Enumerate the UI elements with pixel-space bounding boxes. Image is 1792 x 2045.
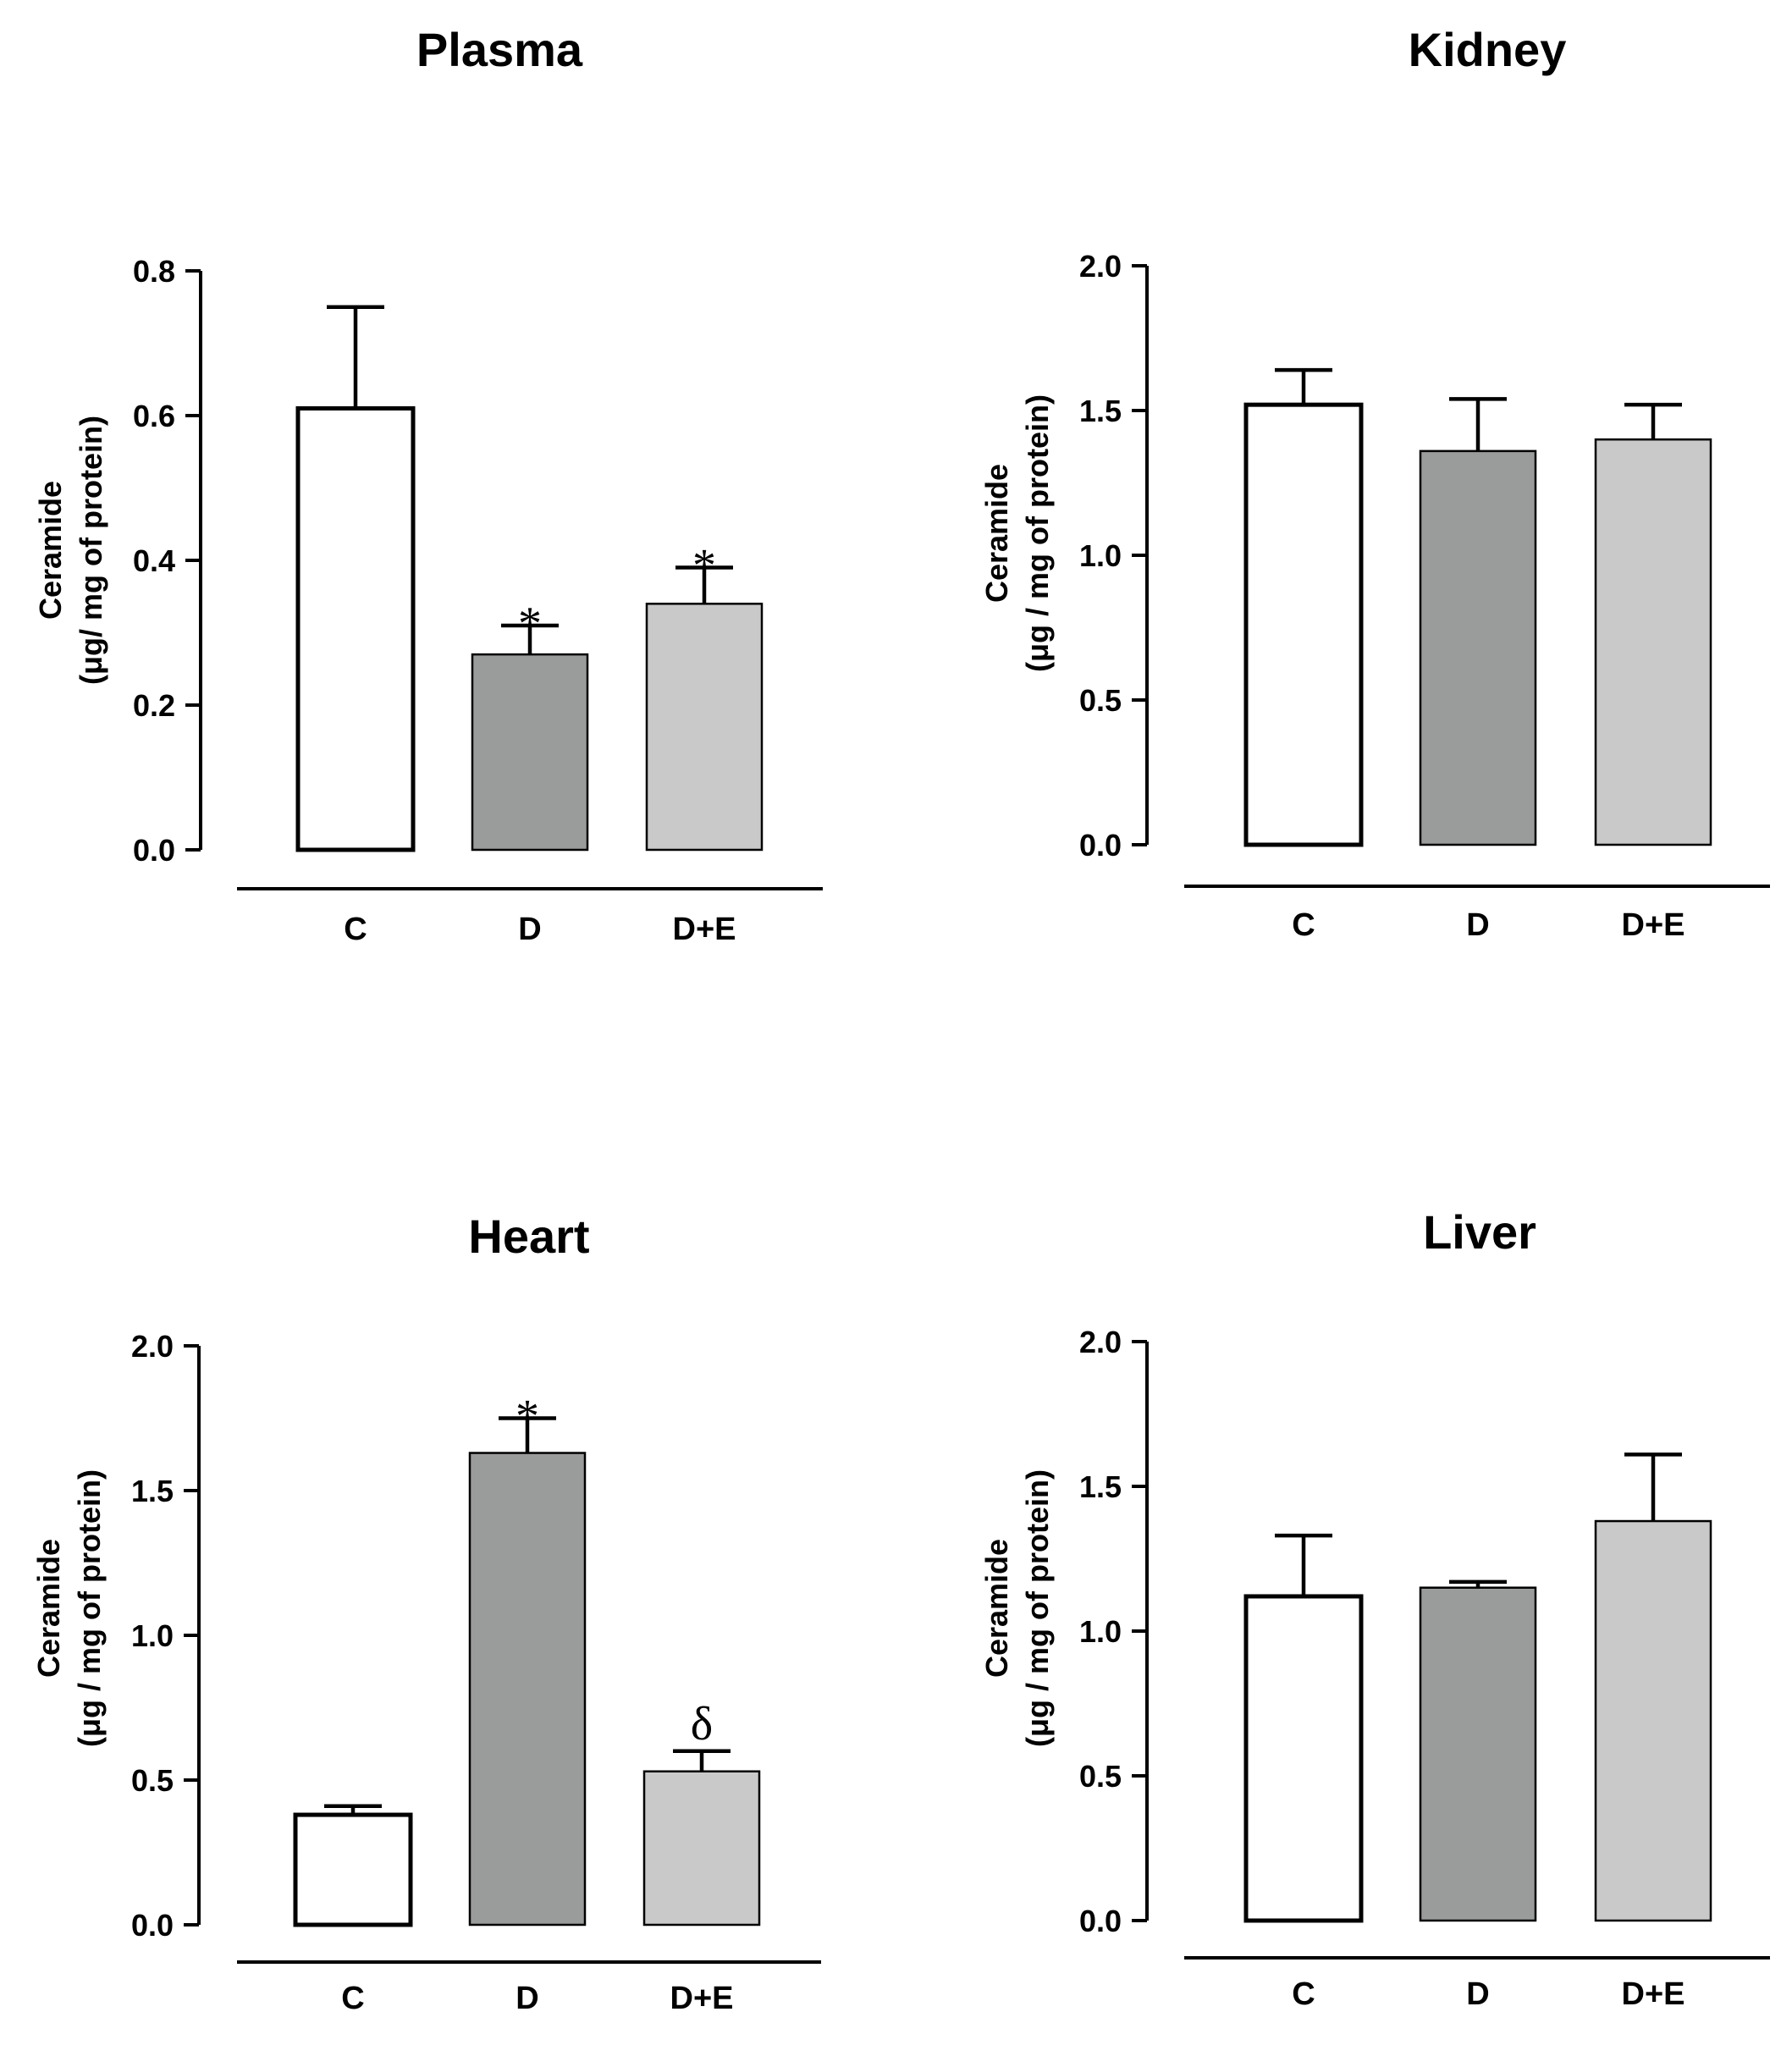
bar: [645, 603, 764, 852]
y-tick-label: 1.5: [1079, 1469, 1122, 1504]
bar: [1419, 449, 1537, 846]
x-tick-label: D: [1466, 907, 1489, 943]
y-tick-label: 0.5: [1079, 1759, 1122, 1794]
y-tick-label: 0.0: [1079, 828, 1122, 863]
x-tick-label: C: [1292, 907, 1315, 943]
chart-title: Kidney: [1409, 23, 1567, 76]
y-axis-label: Ceramide: [979, 1539, 1014, 1678]
y-tick-label: 2.0: [131, 1329, 174, 1364]
bar: [295, 405, 416, 852]
bar: [471, 653, 589, 852]
bar: [1594, 438, 1712, 846]
y-tick-label: 1.0: [131, 1618, 174, 1653]
bar: [1594, 1519, 1712, 1922]
liver-chart: Liver 0.0 0.5 1.0 1.5 2.0 Ceramide (μg / mg of …: [979, 1205, 1770, 2012]
y-tick-label: 1.0: [1079, 538, 1122, 573]
heart-chart-panel: Heart 0.0 0.5 1.0 1.5 2.0 Ceramide (μg / mg of …: [0, 1020, 896, 2041]
y-tick-label: 0.0: [1079, 1904, 1122, 1938]
y-axis-label: Ceramide: [979, 464, 1014, 603]
bar: [642, 1770, 761, 1926]
chart-title: Heart: [468, 1210, 589, 1263]
heart-chart: Heart 0.0 0.5 1.0 1.5 2.0 Ceramide (μg / mg of …: [31, 1210, 821, 2016]
y-tick-label: 0.5: [1079, 683, 1122, 718]
plasma-chart-panel: Plasma 0.0 0.2 0.4 0.6 0.8 Ceramide (μg/ mg of …: [0, 0, 896, 1020]
bar: [468, 1452, 587, 1926]
y-tick-label: 0.0: [131, 1908, 174, 1943]
bar: [1419, 1586, 1537, 1922]
y-axis-label-units: (μg / mg of protein): [1020, 1469, 1055, 1747]
bar: [293, 1812, 413, 1927]
x-tick-label: C: [1292, 1976, 1315, 2012]
y-tick-label: 1.5: [131, 1474, 174, 1508]
x-tick-label: C: [341, 1981, 364, 2016]
chart-title: Liver: [1423, 1205, 1536, 1259]
y-tick-label: 1.5: [1079, 394, 1122, 428]
y-tick-label: 1.0: [1079, 1614, 1122, 1649]
y-tick-label: 2.0: [1079, 1325, 1122, 1359]
y-tick-label: 0.2: [133, 688, 175, 723]
y-tick-label: 0.5: [131, 1763, 174, 1798]
y-tick-label: 0.4: [133, 543, 175, 578]
y-axis-label-units: (μg / mg of protein): [1020, 394, 1055, 672]
y-tick-label: 0.8: [133, 254, 175, 289]
x-tick-label: D: [518, 912, 541, 947]
significance-marker: δ: [691, 1698, 713, 1750]
kidney-chart-panel: Kidney 0.0 0.5 1.0 1.5 2.0 Ceramide (μg / mg of…: [896, 0, 1792, 1020]
liver-chart-panel: Liver 0.0 0.5 1.0 1.5 2.0 Ceramide (μg / mg of …: [896, 1020, 1792, 2041]
x-tick-label: D+E: [1622, 907, 1685, 943]
x-tick-label: C: [344, 912, 367, 947]
y-axis-label: Ceramide: [31, 1539, 66, 1678]
significance-marker: *: [516, 1391, 539, 1443]
bar: [1243, 1594, 1364, 1923]
kidney-chart: Kidney 0.0 0.5 1.0 1.5 2.0 Ceramide (μg / mg of…: [979, 23, 1770, 943]
plasma-chart: Plasma 0.0 0.2 0.4 0.6 0.8 Ceramide (μg/ mg of …: [33, 23, 823, 947]
x-tick-label: D+E: [1622, 1976, 1685, 2012]
chart-title: Plasma: [416, 23, 583, 76]
bar: [1243, 402, 1364, 847]
x-tick-label: D: [516, 1981, 538, 2016]
x-tick-label: D+E: [673, 912, 736, 947]
x-tick-label: D+E: [670, 1981, 734, 2016]
y-axis-label: Ceramide: [33, 481, 68, 620]
y-tick-label: 0.0: [133, 833, 175, 868]
y-tick-label: 2.0: [1079, 249, 1122, 284]
significance-marker: *: [692, 540, 716, 593]
x-tick-label: D: [1466, 1976, 1489, 2012]
y-axis-label-units: (μg/ mg of protein): [74, 416, 108, 685]
y-axis-label-units: (μg / mg of protein): [72, 1469, 107, 1747]
y-tick-label: 0.6: [133, 399, 175, 433]
significance-marker: *: [518, 598, 542, 650]
